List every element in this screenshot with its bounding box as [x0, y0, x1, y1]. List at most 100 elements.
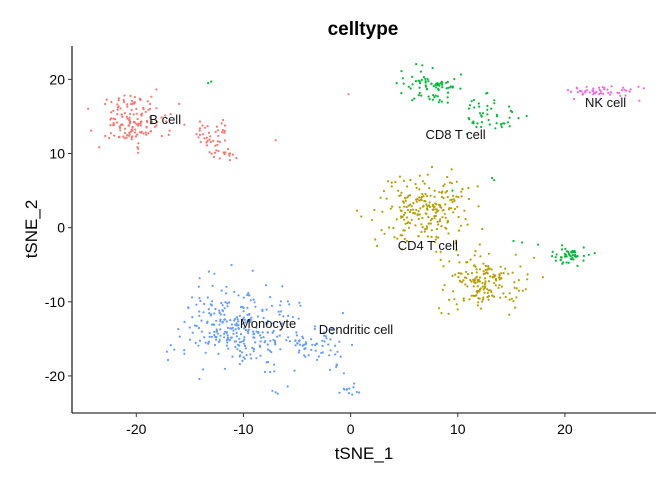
point-cd4-t-cell — [497, 286, 500, 289]
point-monocyte — [207, 342, 210, 345]
point-cd8-t-cell — [564, 247, 567, 250]
point-monocyte — [232, 332, 235, 335]
point-cd8-t-cell — [573, 255, 576, 258]
point-cd8-t-cell — [459, 87, 462, 90]
point-nk-cell — [598, 92, 601, 96]
point-cd8-t-cell — [438, 98, 441, 102]
point-cd4-t-cell — [476, 304, 479, 307]
point-cd4-t-cell — [440, 206, 443, 209]
point-b-cell — [115, 121, 119, 124]
point-b-cell — [212, 155, 216, 158]
point-cd4-t-cell — [447, 232, 450, 235]
point-nk-cell — [629, 88, 632, 91]
point-b-cell — [140, 120, 143, 123]
point-monocyte — [238, 341, 241, 344]
point-nk-cell — [601, 86, 604, 89]
point-monocyte — [287, 314, 290, 317]
point-cd8-t-cell — [417, 94, 420, 97]
point-cd4-t-cell — [513, 286, 516, 289]
point-cd4-t-cell — [490, 268, 493, 271]
point-cd4-t-cell — [420, 199, 423, 202]
point-monocyte — [177, 328, 180, 331]
point-b-cell — [223, 131, 226, 134]
point-cd4-t-cell — [484, 264, 487, 267]
point-cd8-t-cell — [424, 81, 427, 84]
point-cd8-t-cell — [570, 250, 573, 254]
point-cd4-t-cell — [475, 271, 478, 274]
point-b-cell — [148, 102, 152, 106]
point-monocyte — [242, 316, 245, 319]
point-monocyte — [348, 387, 351, 390]
point-cd8-t-cell — [446, 80, 449, 83]
point-cd4-t-cell — [498, 278, 501, 281]
point-b-cell — [145, 133, 148, 136]
point-cd8-t-cell — [582, 246, 585, 249]
y-tick-label: 10 — [49, 146, 65, 162]
point-cd8-t-cell — [414, 80, 417, 83]
point-cd4-t-cell — [434, 208, 438, 211]
point-monocyte — [197, 285, 200, 288]
point-cd8-t-cell — [480, 115, 483, 118]
point-cd8-t-cell — [480, 125, 483, 129]
point-monocyte — [225, 339, 228, 342]
point-cd4-t-cell — [513, 281, 516, 284]
point-b-cell — [98, 146, 101, 149]
point-monocyte — [243, 336, 246, 339]
point-cd8-t-cell — [420, 78, 423, 81]
point-b-cell — [140, 112, 143, 115]
point-nk-cell — [622, 86, 625, 89]
point-b-cell — [119, 129, 122, 132]
point-monocyte — [248, 312, 251, 316]
point-b-cell — [124, 127, 127, 130]
point-b-cell — [164, 120, 168, 123]
point-cd8-t-cell — [436, 95, 439, 98]
point-monocyte — [229, 319, 232, 322]
point-cd4-t-cell — [473, 264, 476, 267]
point-cd4-t-cell — [415, 198, 418, 201]
point-monocyte — [247, 328, 250, 331]
point-b-cell — [118, 125, 121, 128]
point-cd4-t-cell — [429, 222, 432, 225]
point-cd4-t-cell — [426, 208, 429, 211]
point-cd8-t-cell — [402, 82, 405, 85]
point-monocyte — [191, 316, 194, 319]
point-monocyte — [198, 296, 201, 300]
point-cd8-t-cell — [487, 118, 490, 122]
point-b-cell — [128, 133, 131, 136]
point-cd4-t-cell — [425, 194, 429, 198]
point-monocyte — [224, 301, 227, 304]
point-b-cell — [160, 116, 163, 119]
point-cd4-t-cell — [473, 254, 476, 257]
point-nk-cell — [628, 90, 631, 93]
point-cd4-t-cell — [465, 270, 468, 273]
point-cd4-t-cell — [379, 196, 382, 199]
point-b-cell — [223, 139, 226, 142]
point-monocyte — [338, 340, 341, 343]
point-monocyte — [274, 391, 277, 394]
point-cd4-t-cell — [437, 236, 440, 239]
point-cd4-t-cell — [448, 298, 451, 301]
point-cd8-t-cell — [422, 76, 425, 79]
point-nk-cell — [599, 97, 602, 100]
point-nk-cell — [578, 89, 582, 93]
point-cd4-t-cell — [453, 207, 456, 211]
point-cd8-t-cell — [427, 95, 430, 98]
point-cd8-t-cell — [472, 98, 475, 102]
point-b-cell — [144, 131, 147, 134]
point-cd4-t-cell — [514, 306, 517, 309]
point-cd8-t-cell — [432, 85, 435, 88]
point-monocyte — [274, 343, 277, 346]
cluster-labels: B cell CD8 T cell NK cell CD4 T cell Monocyt… — [149, 95, 626, 337]
point-monocyte — [335, 363, 338, 366]
point-b-cell — [122, 135, 125, 138]
point-monocyte — [236, 318, 239, 321]
axes: -20 -10 0 10 20 -20 -10 0 10 20 — [45, 46, 656, 437]
point-b-cell — [133, 131, 137, 134]
point-cd8-t-cell — [477, 102, 480, 105]
point-cd8-t-cell — [419, 82, 422, 85]
point-cd4-t-cell — [489, 275, 492, 278]
point-cd8-t-cell — [493, 102, 496, 105]
point-b-cell — [137, 151, 140, 154]
point-monocyte — [204, 341, 207, 344]
point-cd4-t-cell — [422, 204, 425, 207]
